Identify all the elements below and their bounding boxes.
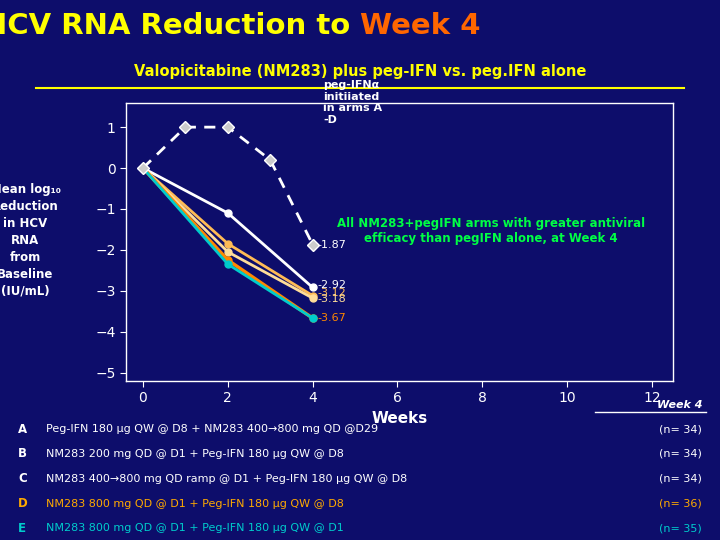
- X-axis label: Weeks: Weeks: [372, 411, 428, 426]
- Text: A: A: [18, 423, 27, 436]
- Text: Week 4: Week 4: [657, 400, 702, 410]
- Text: -3.12: -3.12: [318, 288, 346, 298]
- Text: (n= 36): (n= 36): [660, 498, 702, 509]
- Text: -2.92: -2.92: [318, 280, 347, 291]
- Text: NM283 800 mg QD @ D1 + Peg-IFN 180 μg QW @ D8: NM283 800 mg QD @ D1 + Peg-IFN 180 μg QW…: [46, 498, 344, 509]
- Text: NM283 200 mg QD @ D1 + Peg-IFN 180 μg QW @ D8: NM283 200 mg QD @ D1 + Peg-IFN 180 μg QW…: [46, 449, 344, 459]
- Text: -3.18: -3.18: [318, 294, 346, 304]
- Text: -1.87: -1.87: [318, 240, 346, 249]
- Text: E: E: [18, 522, 26, 535]
- Text: Peg-IFN 180 μg QW @ D8 + NM283 400→800 mg QD @D29: Peg-IFN 180 μg QW @ D8 + NM283 400→800 m…: [46, 424, 379, 434]
- Text: NM283 400→800 mg QD ramp @ D1 + Peg-IFN 180 μg QW @ D8: NM283 400→800 mg QD ramp @ D1 + Peg-IFN …: [46, 474, 408, 484]
- Text: All NM283+pegIFN arms with greater antiviral
efficacy than pegIFN alone, at Week: All NM283+pegIFN arms with greater antiv…: [337, 218, 645, 245]
- Text: peg-IFNα
initiiated
in arms A
-D: peg-IFNα initiiated in arms A -D: [323, 80, 382, 125]
- Text: NM283 800 mg QD @ D1 + Peg-IFN 180 μg QW @ D1: NM283 800 mg QD @ D1 + Peg-IFN 180 μg QW…: [46, 523, 344, 534]
- Text: (n= 34): (n= 34): [660, 449, 702, 459]
- Text: (n= 35): (n= 35): [660, 523, 702, 534]
- Text: C: C: [18, 472, 27, 485]
- Text: Week 4: Week 4: [360, 12, 480, 40]
- Text: (n= 34): (n= 34): [660, 474, 702, 484]
- Text: B: B: [18, 448, 27, 461]
- Text: HCV RNA Reduction to: HCV RNA Reduction to: [0, 12, 360, 40]
- Text: Valopicitabine (NM283) plus peg-IFN vs. peg.IFN alone: Valopicitabine (NM283) plus peg-IFN vs. …: [134, 64, 586, 79]
- Text: (n= 34): (n= 34): [660, 424, 702, 434]
- Text: Mean log₁₀
Reduction
in HCV
RNA
from
Baseline
(IU/mL): Mean log₁₀ Reduction in HCV RNA from Bas…: [0, 183, 60, 298]
- Text: D: D: [18, 497, 27, 510]
- Text: -3.67: -3.67: [318, 313, 346, 323]
